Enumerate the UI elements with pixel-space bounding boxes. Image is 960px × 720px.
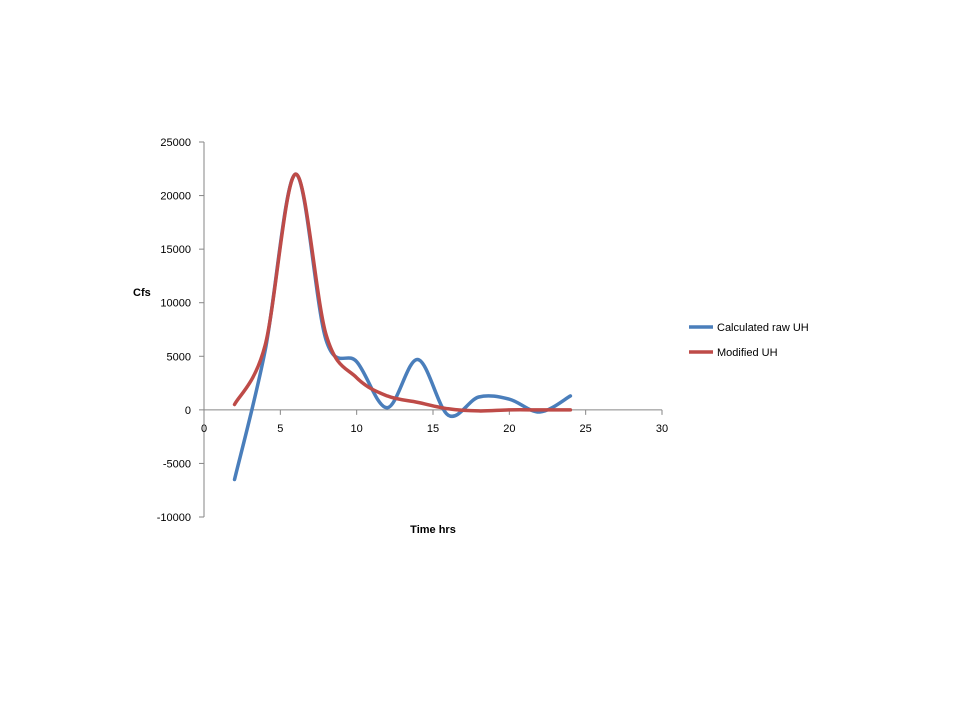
y-tick-label: -10000 [157, 512, 191, 524]
x-tick-label: 5 [277, 423, 283, 435]
chart-axes [199, 141, 663, 518]
legend-entry-label: Calculated raw UH [717, 322, 809, 334]
y-axis-title: Cfs [133, 287, 151, 299]
y-tick-label: -5000 [163, 458, 191, 470]
y-tick-label: 20000 [160, 191, 191, 203]
x-tick-label: 25 [580, 423, 592, 435]
y-tick-label: 5000 [167, 351, 191, 363]
y-tick-label: 15000 [160, 244, 191, 256]
x-tick-label: 15 [427, 423, 439, 435]
y-tick-label: 10000 [160, 298, 191, 310]
x-tick-label: 10 [351, 423, 363, 435]
y-tick-label: 25000 [160, 137, 191, 149]
x-axis-title: Time hrs [410, 524, 456, 536]
chart-tick-labels: 25000 20000 15000 10000 5000 0 -5000 -10000 0 5 10… [157, 137, 668, 524]
y-tick-label: 0 [185, 405, 191, 417]
chart-legend: Calculated raw UH Modified UH [689, 322, 809, 359]
chart-series-layer [232, 172, 573, 482]
x-tick-label: 0 [201, 423, 207, 435]
series-line-modified-uh [232, 172, 573, 413]
x-tick-label: 30 [656, 423, 668, 435]
legend-entry-label: Modified UH [717, 347, 778, 359]
x-tick-label: 20 [503, 423, 515, 435]
